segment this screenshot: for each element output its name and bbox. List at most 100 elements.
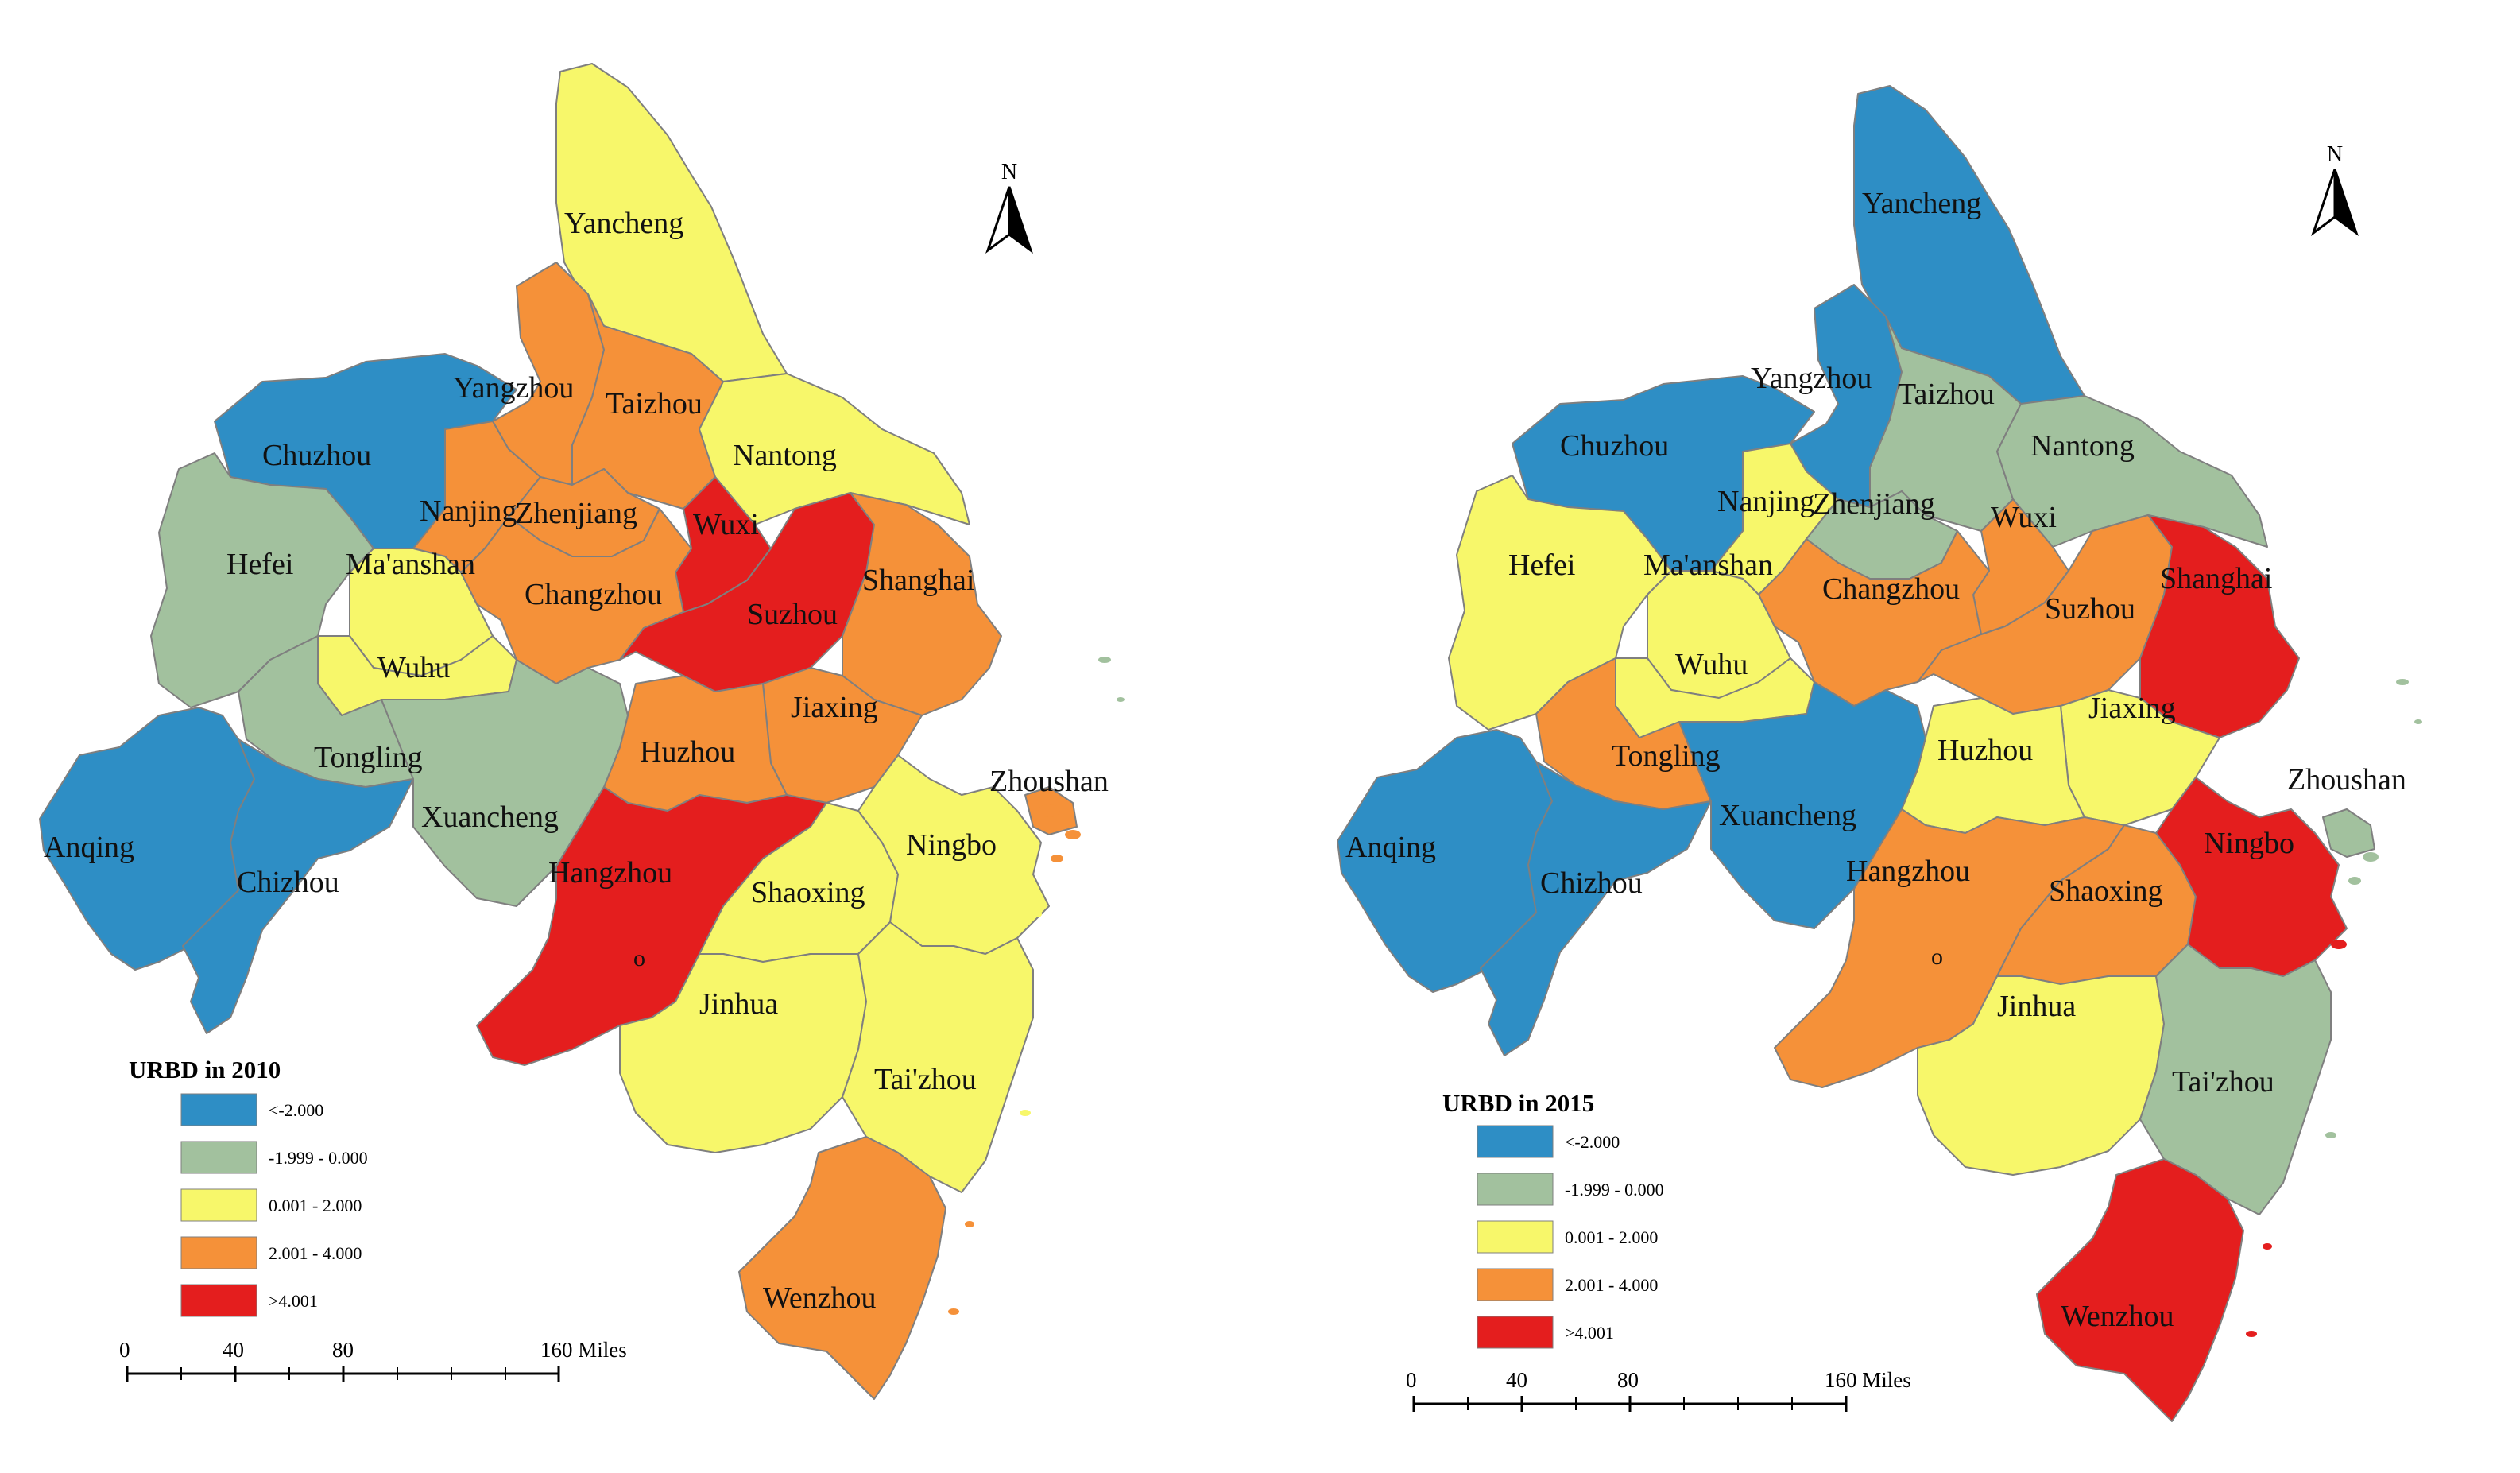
legend: URBD in 2015 <-2.000 -1.999 - 0.000 0.00… [1442,1089,1664,1349]
island [2348,877,2361,885]
north-arrow-icon [2311,169,2336,237]
city-label-taizhou-zj: Tai'zhou [2172,1065,2274,1099]
city-label-suzhou: Suzhou [747,598,838,631]
north-arrow-label: N [1001,160,1017,184]
city-label-huzhou: Huzhou [640,735,735,769]
region-taizhou-zj [842,921,1034,1193]
scale-label-40: 40 [223,1338,244,1362]
city-label-hefei: Hefei [226,548,293,581]
legend-swatch [180,1236,257,1269]
scale-label-160: 160 Miles [1825,1368,1911,1392]
legend-swatch [180,1093,257,1126]
region-xuancheng [381,659,629,907]
island [1117,697,1125,702]
city-label-shanghai: Shanghai [2160,562,2272,595]
region-taizhou [1869,316,2022,532]
legend-label: 0.001 - 2.000 [1565,1227,1658,1247]
region-hefei [150,452,374,708]
city-label-wuhu: Wuhu [377,651,450,684]
scale-label-0: 0 [1406,1368,1417,1392]
legend-label: <-2.000 [1565,1132,1620,1152]
scale-bar: 0 40 80 160 Miles [1406,1368,1911,1412]
city-label-taizhou: Taizhou [1898,378,1995,411]
north-arrow: N [2311,142,2359,237]
island [2363,852,2379,862]
city-label-wuhu: Wuhu [1675,648,1748,681]
region-chizhou [182,738,414,1034]
legend-label: 2.001 - 4.000 [269,1243,362,1263]
region-wenzhou [2036,1158,2244,1422]
city-label-jiaxing: Jiaxing [791,691,878,724]
legend-label: <-2.000 [269,1100,323,1120]
island [1098,657,1111,663]
capital-marker: o [633,945,645,971]
legend-title: URBD in 2015 [1442,1089,1594,1117]
city-label-xuancheng: Xuancheng [421,800,559,834]
city-label-ningbo: Ningbo [906,828,997,862]
island [2325,1132,2336,1138]
city-label-yancheng: Yancheng [564,207,683,240]
legend-label: 0.001 - 2.000 [269,1196,362,1215]
city-labels: Yancheng Yangzhou Taizhou Nantong Chuzho… [44,207,1109,1315]
city-label-tongling: Tongling [314,741,423,774]
city-label-zhenjiang: Zhenjiang [515,497,637,530]
city-label-zhoushan: Zhoushan [989,765,1109,798]
urbd-2015-map: Yancheng Yangzhou Taizhou Nantong Chuzho… [1337,85,2422,1422]
island [2414,719,2422,724]
island [948,1308,959,1315]
coastal-islands [2246,679,2422,1337]
region-hefei [1448,475,1672,731]
region-layer [1337,85,2375,1422]
city-label-shanghai: Shanghai [862,564,974,597]
legend-swatch [1477,1125,1554,1158]
island [2246,1331,2257,1337]
legend-title: URBD in 2010 [129,1056,281,1083]
legend-label: 2.001 - 4.000 [1565,1275,1658,1295]
city-label-xuancheng: Xuancheng [1719,799,1856,832]
city-label-yancheng: Yancheng [1862,187,1981,220]
scale-label-40: 40 [1506,1368,1527,1392]
island [2336,827,2358,839]
city-label-wenzhou: Wenzhou [2061,1300,2174,1333]
region-ningbo [857,754,1050,955]
region-taizhou-zj [2139,944,2332,1215]
city-label-ningbo: Ningbo [2204,827,2294,860]
city-label-jinhua: Jinhua [1997,990,2076,1023]
island [2331,940,2347,949]
scale-label-160: 160 Miles [540,1338,627,1362]
city-label-maanshan: Ma'anshan [1643,548,1773,582]
legend-label: -1.999 - 0.000 [269,1148,368,1168]
region-xuancheng [1678,681,1926,929]
legend-swatch [1477,1316,1554,1349]
island [1032,911,1042,917]
scale-label-80: 80 [1617,1368,1639,1392]
legend-swatch [1477,1173,1554,1206]
legend-swatch [1477,1268,1554,1301]
legend-swatch [1477,1220,1554,1254]
region-shanghai [2139,514,2300,738]
city-label-jiaxing: Jiaxing [2088,692,2176,725]
city-label-taizhou-zj: Tai'zhou [874,1063,977,1096]
city-label-yangzhou: Yangzhou [1751,362,1872,395]
scale-bar: 0 40 80 160 Miles [119,1338,627,1382]
city-label-yangzhou: Yangzhou [453,371,574,405]
city-label-changzhou: Changzhou [1822,572,1960,606]
island [2396,679,2409,685]
city-label-zhoushan: Zhoushan [2287,763,2406,797]
city-label-suzhou: Suzhou [2045,592,2135,626]
north-arrow-icon [985,186,1011,254]
city-label-zhenjiang: Zhenjiang [1813,487,1935,521]
island [1020,1110,1031,1116]
city-label-chizhou: Chizhou [237,866,339,899]
city-label-anqing: Anqing [1345,831,1436,864]
scale-label-80: 80 [332,1338,354,1362]
city-label-wuxi: Wuxi [1991,501,2057,534]
region-chizhou [1480,761,1712,1056]
city-labels: Yancheng Yangzhou Taizhou Nantong Chuzho… [1345,187,2406,1333]
city-label-shaoxing: Shaoxing [751,876,865,909]
region-layer [39,63,1078,1400]
north-arrow: N [985,160,1033,254]
city-label-taizhou: Taizhou [606,387,703,421]
city-label-wuxi: Wuxi [693,508,759,541]
